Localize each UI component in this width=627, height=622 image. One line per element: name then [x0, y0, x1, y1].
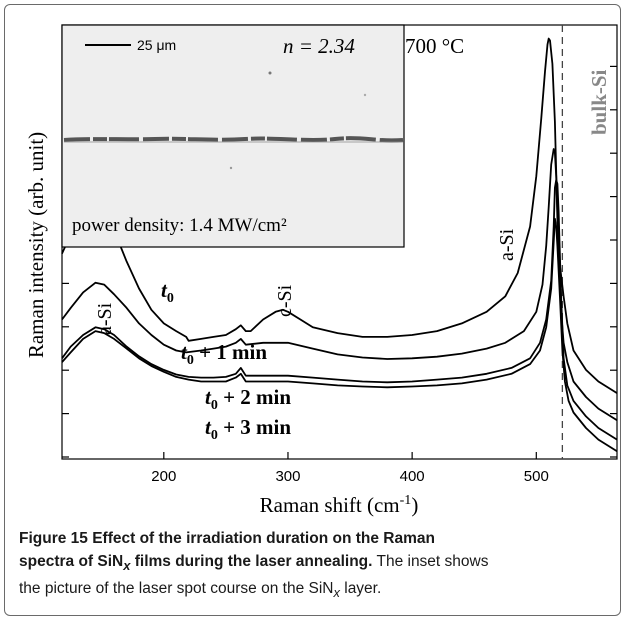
series-line-1: [61, 148, 618, 422]
series-line-3: [61, 217, 618, 453]
a-si-right-label: a-Si: [496, 228, 518, 261]
x-tick-label: 500: [524, 468, 549, 485]
series-label-t0-2min: t0 + 2 min: [205, 385, 291, 413]
inset-micrograph: 25 μm power density: 1.4 MW/cm²: [61, 24, 405, 248]
caption-text: The inset shows the picture of the laser …: [19, 553, 489, 601]
n-value-label: n = 2.34: [283, 34, 355, 58]
temperature-label: 700 °C: [405, 34, 464, 58]
a-si-left-label: a-Si: [94, 302, 116, 335]
series-layer: [61, 37, 618, 453]
inset-speck: [268, 71, 272, 75]
y-axis-title: Raman intensity (arb. unit): [24, 132, 48, 358]
series-line-2: [61, 179, 618, 441]
caption-title: Figure 15 Effect of the irradiation dura…: [19, 530, 435, 574]
x-tick-labels: 200 300 400 500: [151, 468, 549, 485]
inset-speck: [363, 93, 367, 97]
figure-panel: 200 300 400 500 25 μm power density: 1.4 MW…: [4, 4, 621, 616]
x-tick-label: 300: [275, 468, 300, 485]
figure-caption: Figure 15 Effect of the irradiation dura…: [19, 527, 619, 604]
scale-bar-label: 25 μm: [137, 37, 176, 53]
series-label-t0: t0: [161, 278, 174, 306]
inset-background: [61, 24, 405, 248]
x-axis-title: Raman shift (cm-1): [260, 493, 419, 517]
inset-speck: [229, 166, 233, 170]
bulk-si-label: bulk-Si: [587, 69, 611, 135]
x-tick-label: 200: [151, 468, 176, 485]
laser-spot-track: [63, 136, 404, 143]
c-si-label: c-Si: [274, 284, 296, 317]
power-density-label: power density: 1.4 MW/cm²: [72, 215, 287, 236]
series-label-t0-1min: t0 + 1 min: [181, 340, 267, 368]
series-line-0: [61, 37, 618, 394]
series-label-t0-3min: t0 + 3 min: [205, 415, 291, 443]
raman-chart: 200 300 400 500 25 μm power density: 1.4 MW…: [24, 24, 618, 517]
x-tick-label: 400: [400, 468, 425, 485]
